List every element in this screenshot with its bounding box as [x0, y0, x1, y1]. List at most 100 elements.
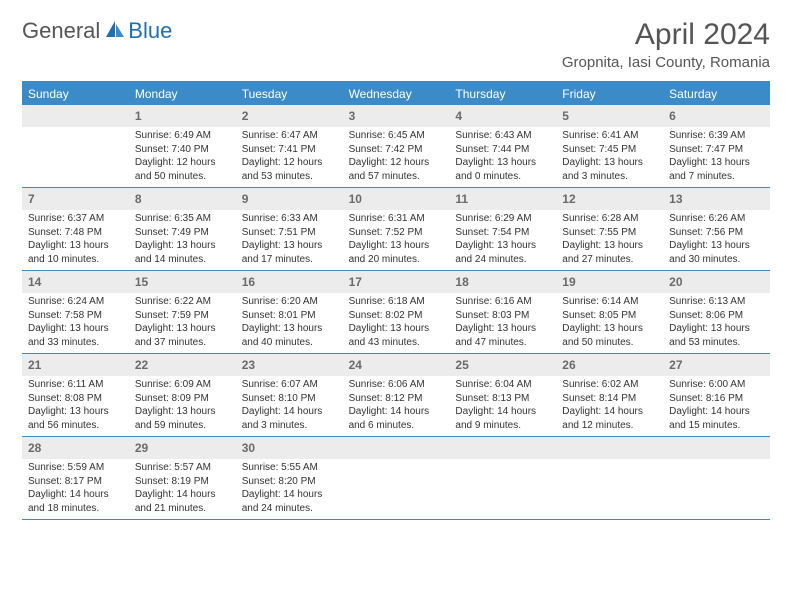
- daynum-row: 30: [236, 437, 343, 459]
- day-number: 13: [669, 192, 682, 206]
- day-info-line: and 43 minutes.: [349, 336, 444, 350]
- day-info-line: Sunset: 8:02 PM: [349, 309, 444, 323]
- day-number: 12: [562, 192, 575, 206]
- day-info-line: and 7 minutes.: [669, 170, 764, 184]
- daynum-row: 7: [22, 188, 129, 210]
- daynum-row: 6: [663, 105, 770, 127]
- day-number: 20: [669, 275, 682, 289]
- day-info: Sunrise: 5:55 AMSunset: 8:20 PMDaylight:…: [236, 459, 343, 519]
- daynum-row: 8: [129, 188, 236, 210]
- day-info: Sunrise: 6:16 AMSunset: 8:03 PMDaylight:…: [449, 293, 556, 353]
- calendar-cell: 28Sunrise: 5:59 AMSunset: 8:17 PMDayligh…: [22, 437, 129, 519]
- day-number: 24: [349, 358, 362, 372]
- day-info-line: Sunset: 8:09 PM: [135, 392, 230, 406]
- calendar-cell: 7Sunrise: 6:37 AMSunset: 7:48 PMDaylight…: [22, 188, 129, 270]
- day-info-line: Daylight: 14 hours: [349, 405, 444, 419]
- day-info-line: Sunrise: 6:11 AM: [28, 378, 123, 392]
- day-info-line: Sunset: 7:52 PM: [349, 226, 444, 240]
- day-info: Sunrise: 6:31 AMSunset: 7:52 PMDaylight:…: [343, 210, 450, 270]
- calendar-cell: 26Sunrise: 6:02 AMSunset: 8:14 PMDayligh…: [556, 354, 663, 436]
- calendar: Sunday Monday Tuesday Wednesday Thursday…: [22, 81, 770, 520]
- day-info-line: Sunset: 7:44 PM: [455, 143, 550, 157]
- day-info-line: Sunrise: 6:02 AM: [562, 378, 657, 392]
- day-info-line: and 12 minutes.: [562, 419, 657, 433]
- daynum-row: 13: [663, 188, 770, 210]
- day-info-line: Daylight: 12 hours: [349, 156, 444, 170]
- daynum-row: 3: [343, 105, 450, 127]
- day-info-line: Sunrise: 6:49 AM: [135, 129, 230, 143]
- day-info-line: Daylight: 13 hours: [669, 239, 764, 253]
- calendar-cell: 22Sunrise: 6:09 AMSunset: 8:09 PMDayligh…: [129, 354, 236, 436]
- day-info: Sunrise: 6:22 AMSunset: 7:59 PMDaylight:…: [129, 293, 236, 353]
- calendar-cell: [22, 105, 129, 187]
- daynum-row: 12: [556, 188, 663, 210]
- daynum-row: [663, 437, 770, 459]
- daynum-row: 28: [22, 437, 129, 459]
- daynum-row: 17: [343, 271, 450, 293]
- day-header-fri: Friday: [556, 83, 663, 105]
- day-info-line: Daylight: 13 hours: [669, 156, 764, 170]
- day-info-line: Sunrise: 6:28 AM: [562, 212, 657, 226]
- day-info-line: and 33 minutes.: [28, 336, 123, 350]
- day-info-line: Sunset: 8:17 PM: [28, 475, 123, 489]
- day-number: 18: [455, 275, 468, 289]
- calendar-cell: 2Sunrise: 6:47 AMSunset: 7:41 PMDaylight…: [236, 105, 343, 187]
- day-info-line: and 3 minutes.: [562, 170, 657, 184]
- day-info-line: Sunrise: 6:43 AM: [455, 129, 550, 143]
- day-info-line: and 47 minutes.: [455, 336, 550, 350]
- daynum-row: 2: [236, 105, 343, 127]
- day-info-line: Sunset: 7:40 PM: [135, 143, 230, 157]
- day-info-line: Sunset: 8:01 PM: [242, 309, 337, 323]
- calendar-cell: 30Sunrise: 5:55 AMSunset: 8:20 PMDayligh…: [236, 437, 343, 519]
- calendar-cell: 1Sunrise: 6:49 AMSunset: 7:40 PMDaylight…: [129, 105, 236, 187]
- day-info: Sunrise: 6:26 AMSunset: 7:56 PMDaylight:…: [663, 210, 770, 270]
- day-info: Sunrise: 6:13 AMSunset: 8:06 PMDaylight:…: [663, 293, 770, 353]
- calendar-week: 28Sunrise: 5:59 AMSunset: 8:17 PMDayligh…: [22, 437, 770, 520]
- logo: General Blue: [22, 18, 172, 44]
- day-info-line: Daylight: 13 hours: [349, 322, 444, 336]
- day-number: 6: [669, 109, 676, 123]
- daynum-row: 1: [129, 105, 236, 127]
- calendar-cell: 13 Sunrise: 6:26 AMSunset: 7:56 PMDayligh…: [663, 188, 770, 270]
- day-info-line: and 6 minutes.: [349, 419, 444, 433]
- day-info-line: Daylight: 13 hours: [349, 239, 444, 253]
- day-header-sun: Sunday: [22, 83, 129, 105]
- day-info-line: Daylight: 13 hours: [562, 322, 657, 336]
- day-info-line: and 17 minutes.: [242, 253, 337, 267]
- logo-text-blue: Blue: [128, 18, 172, 44]
- day-info: Sunrise: 6:35 AMSunset: 7:49 PMDaylight:…: [129, 210, 236, 270]
- day-number: 16: [242, 275, 255, 289]
- day-info-line: Daylight: 13 hours: [455, 239, 550, 253]
- day-info-line: Sunset: 7:55 PM: [562, 226, 657, 240]
- calendar-week: 7Sunrise: 6:37 AMSunset: 7:48 PMDaylight…: [22, 188, 770, 271]
- day-info-line: Daylight: 13 hours: [455, 156, 550, 170]
- calendar-cell: 17Sunrise: 6:18 AMSunset: 8:02 PMDayligh…: [343, 271, 450, 353]
- day-info-line: Sunrise: 6:33 AM: [242, 212, 337, 226]
- day-number: 28: [28, 441, 41, 455]
- day-info-line: Daylight: 13 hours: [28, 322, 123, 336]
- day-info-line: and 0 minutes.: [455, 170, 550, 184]
- day-info: Sunrise: 6:33 AMSunset: 7:51 PMDaylight:…: [236, 210, 343, 270]
- day-info-line: Sunset: 8:10 PM: [242, 392, 337, 406]
- calendar-cell: 16Sunrise: 6:20 AMSunset: 8:01 PMDayligh…: [236, 271, 343, 353]
- day-info-line: Sunset: 7:47 PM: [669, 143, 764, 157]
- day-info-line: Sunrise: 6:22 AM: [135, 295, 230, 309]
- day-info: Sunrise: 6:41 AMSunset: 7:45 PMDaylight:…: [556, 127, 663, 187]
- day-info-line: Sunset: 7:54 PM: [455, 226, 550, 240]
- day-info-line: and 27 minutes.: [562, 253, 657, 267]
- day-info: Sunrise: 6:04 AMSunset: 8:13 PMDaylight:…: [449, 376, 556, 436]
- day-info: Sunrise: 6:11 AMSunset: 8:08 PMDaylight:…: [22, 376, 129, 436]
- calendar-cell: 6Sunrise: 6:39 AMSunset: 7:47 PMDaylight…: [663, 105, 770, 187]
- day-info-line: Sunrise: 6:14 AM: [562, 295, 657, 309]
- day-header-sat: Saturday: [663, 83, 770, 105]
- day-number: 25: [455, 358, 468, 372]
- day-info: Sunrise: 6:37 AMSunset: 7:48 PMDaylight:…: [22, 210, 129, 270]
- daynum-row: 16: [236, 271, 343, 293]
- day-info: Sunrise: 6:28 AMSunset: 7:55 PMDaylight:…: [556, 210, 663, 270]
- page-header: General Blue April 2024 Gropnita, Iasi C…: [22, 18, 770, 71]
- day-number: 4: [455, 109, 462, 123]
- calendar-cell: [449, 437, 556, 519]
- day-info-line: Sunset: 8:03 PM: [455, 309, 550, 323]
- day-info-line: Sunrise: 6:16 AM: [455, 295, 550, 309]
- calendar-cell: 29Sunrise: 5:57 AMSunset: 8:19 PMDayligh…: [129, 437, 236, 519]
